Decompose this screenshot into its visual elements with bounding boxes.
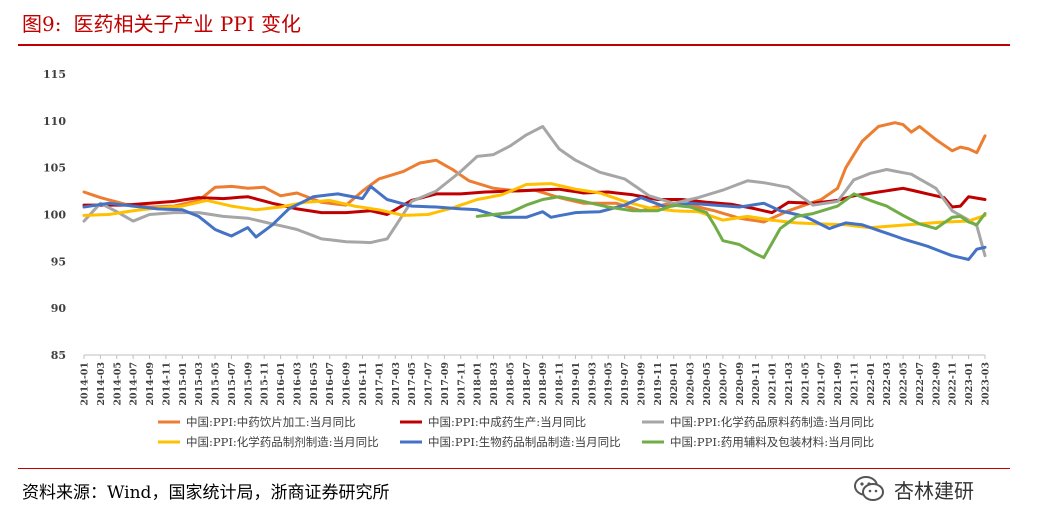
x-tick-label: 2018-01: [473, 362, 484, 406]
x-tick-label: 2021-07: [817, 362, 828, 406]
x-tick-label: 2019-01: [571, 362, 582, 406]
legend-label: 中国:PPI:生物药品制品制造:当月同比: [428, 435, 621, 449]
x-tick-label: 2016-01: [276, 362, 287, 406]
legend-label: 中国:PPI:化学药品原料药制造:当月同比: [670, 415, 874, 429]
x-tick-label: 2017-11: [456, 362, 467, 406]
x-tick-label: 2020-11: [751, 362, 762, 406]
x-tick-label: 2019-09: [636, 362, 647, 406]
x-tick-label: 2015-09: [243, 362, 254, 406]
x-tick-label: 2022-11: [948, 362, 959, 406]
series-line-4: [82, 182, 987, 230]
x-tick-label: 2022-05: [899, 362, 910, 406]
y-tick-label: 100: [43, 209, 66, 222]
legend-label: 中国:PPI:药用辅料及包装材料:当月同比: [670, 435, 874, 449]
x-tick-label: 2018-11: [555, 362, 566, 406]
x-tick-label: 2014-09: [145, 362, 156, 406]
x-tick-label: 2019-07: [620, 362, 631, 406]
x-tick-label: 2020-09: [735, 362, 746, 406]
x-tick-label: 2014-01: [80, 362, 91, 406]
x-tick-label: 2017-07: [424, 362, 435, 406]
legend-label: 中国:PPI:化学药品制剂制造:当月同比: [186, 435, 379, 449]
ppi-line-chart: 85 90 95 100 105 110 115 2014-01 2014-03 2014-05 2…: [43, 68, 992, 449]
x-tick-label: 2022-07: [915, 362, 926, 406]
figure-number: 图9:: [22, 12, 62, 36]
x-tick-label: 2019-11: [653, 362, 664, 406]
x-tick-label: 2020-07: [718, 362, 729, 406]
x-tick-label: 2014-11: [161, 362, 172, 406]
x-tick-label: 2017-03: [391, 362, 402, 406]
wechat-icon: [854, 476, 884, 501]
x-tick-label: 2020-03: [686, 362, 697, 406]
y-tick-label: 115: [43, 68, 66, 81]
x-tick-label: 2020-05: [702, 362, 713, 406]
x-tick-label: 2015-07: [227, 362, 238, 406]
x-tick-label: 2019-03: [587, 362, 598, 406]
y-tick-label: 85: [51, 349, 66, 362]
series-line-5: [82, 184, 987, 261]
x-tick-label: 2015-03: [194, 362, 205, 406]
x-tick-label: 2014-03: [96, 362, 107, 406]
x-tick-label: 2022-09: [931, 362, 942, 406]
x-tick-label: 2021-03: [784, 362, 795, 406]
x-tick-label: 2021-11: [849, 362, 860, 406]
x-tick-label: 2021-05: [800, 362, 811, 406]
x-tick-label: 2019-05: [604, 362, 615, 406]
title-divider: [18, 44, 1010, 46]
source-note: 资料来源：Wind，国家统计局，浙商证券研究所: [22, 483, 390, 503]
x-tick-label: 2015-11: [260, 362, 271, 406]
y-tick-label: 95: [51, 255, 66, 268]
y-tick-label: 105: [43, 162, 66, 175]
x-tick-label: 2015-01: [178, 362, 189, 406]
legend-label: 中国:PPI:中药饮片加工:当月同比: [186, 415, 356, 429]
series-line-6: [475, 192, 987, 260]
x-tick-label: 2022-01: [866, 362, 877, 406]
y-tick-label: 90: [51, 302, 67, 315]
x-tick-label: 2016-09: [342, 362, 353, 406]
source-divider: [18, 468, 1010, 469]
series-line-1: [82, 121, 987, 224]
x-tick-label: 2022-03: [882, 362, 893, 406]
x-tick-label: 2016-03: [292, 362, 303, 406]
figure-title: 图9: 医药相关子产业 PPI 变化: [22, 8, 301, 37]
x-tick-label: 2017-09: [440, 362, 451, 406]
x-tick-label: 2021-01: [768, 362, 779, 406]
x-tick-label: 2016-11: [358, 362, 369, 406]
watermark-text: 杏林建研: [894, 478, 974, 503]
x-tick-label: 2017-01: [374, 362, 385, 406]
x-tick-label: 2016-07: [325, 362, 336, 406]
legend-label: 中国:PPI:中成药生产:当月同比: [428, 415, 586, 429]
x-tick-label: 2023-03: [981, 362, 992, 406]
x-tick-label: 2018-03: [489, 362, 500, 406]
x-tick-label: 2018-07: [522, 362, 533, 406]
x-tick-label: 2015-05: [211, 362, 222, 406]
x-tick-label: 2018-09: [538, 362, 549, 406]
x-tick-label: 2016-05: [309, 362, 320, 406]
series-line-3: [82, 125, 987, 258]
x-tick-label: 2021-09: [833, 362, 844, 406]
watermark: 杏林建研: [852, 472, 974, 506]
x-tick-label: 2018-05: [505, 362, 516, 406]
x-tick-label: 2014-07: [129, 362, 140, 406]
y-tick-label: 110: [43, 115, 66, 128]
x-tick-label: 2014-05: [112, 362, 123, 406]
x-tick-label: 2017-05: [407, 362, 418, 406]
x-tick-label: 2023-01: [964, 362, 975, 406]
x-tick-label: 2020-01: [669, 362, 680, 406]
figure-title-text: 医药相关子产业 PPI 变化: [73, 12, 301, 36]
